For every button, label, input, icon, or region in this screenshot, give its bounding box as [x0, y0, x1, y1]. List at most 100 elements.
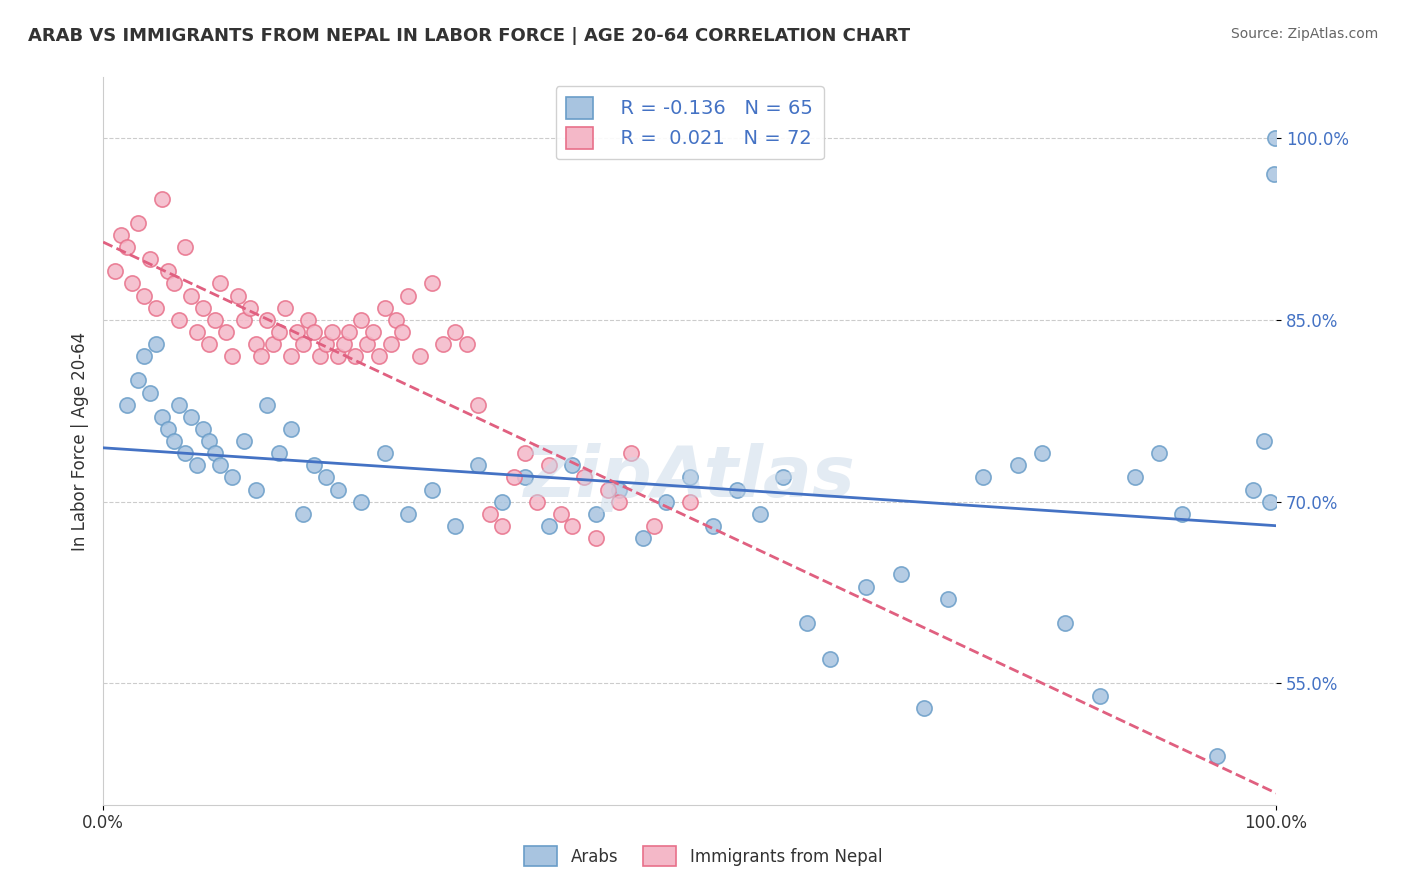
Point — [396, 288, 419, 302]
Legend: Arabs, Immigrants from Nepal: Arabs, Immigrants from Nepal — [516, 838, 890, 875]
Legend:   R = -0.136   N = 65,   R =  0.021   N = 72: R = -0.136 N = 65, R = 0.021 N = 72 — [555, 87, 824, 160]
Point — [374, 301, 396, 315]
Point — [285, 325, 308, 339]
Point — [245, 337, 267, 351]
Point — [191, 301, 214, 315]
Point — [139, 252, 162, 267]
Point — [420, 483, 443, 497]
Point — [678, 494, 700, 508]
Point — [749, 507, 772, 521]
Point — [180, 409, 202, 424]
Point — [479, 507, 502, 521]
Point — [467, 458, 489, 473]
Point — [315, 470, 337, 484]
Point — [134, 288, 156, 302]
Point — [391, 325, 413, 339]
Point — [186, 325, 208, 339]
Point — [326, 349, 349, 363]
Point — [304, 458, 326, 473]
Point — [1258, 494, 1281, 508]
Point — [332, 337, 354, 351]
Point — [156, 422, 179, 436]
Point — [344, 349, 367, 363]
Point — [162, 277, 184, 291]
Point — [585, 531, 607, 545]
Point — [361, 325, 384, 339]
Point — [180, 288, 202, 302]
Point — [150, 409, 173, 424]
Point — [596, 483, 619, 497]
Point — [607, 494, 630, 508]
Text: ZipAtlas: ZipAtlas — [524, 443, 855, 512]
Point — [174, 240, 197, 254]
Point — [204, 446, 226, 460]
Point — [267, 325, 290, 339]
Point — [274, 301, 297, 315]
Y-axis label: In Labor Force | Age 20-64: In Labor Force | Age 20-64 — [72, 332, 89, 550]
Point — [491, 494, 513, 508]
Point — [1007, 458, 1029, 473]
Point — [526, 494, 548, 508]
Point — [936, 591, 959, 606]
Text: ARAB VS IMMIGRANTS FROM NEPAL IN LABOR FORCE | AGE 20-64 CORRELATION CHART: ARAB VS IMMIGRANTS FROM NEPAL IN LABOR F… — [28, 27, 910, 45]
Point — [226, 288, 249, 302]
Point — [537, 519, 560, 533]
Point — [245, 483, 267, 497]
Point — [339, 325, 361, 339]
Point — [515, 470, 537, 484]
Point — [110, 227, 132, 242]
Point — [350, 313, 373, 327]
Point — [725, 483, 748, 497]
Point — [456, 337, 478, 351]
Point — [350, 494, 373, 508]
Point — [1171, 507, 1194, 521]
Point — [1264, 131, 1286, 145]
Point — [215, 325, 238, 339]
Point — [291, 337, 314, 351]
Point — [1253, 434, 1275, 448]
Point — [444, 325, 467, 339]
Point — [186, 458, 208, 473]
Point — [1263, 168, 1285, 182]
Point — [162, 434, 184, 448]
Point — [145, 337, 167, 351]
Point — [502, 470, 524, 484]
Point — [209, 458, 232, 473]
Point — [169, 313, 191, 327]
Point — [374, 446, 396, 460]
Point — [855, 580, 877, 594]
Point — [297, 313, 319, 327]
Point — [115, 398, 138, 412]
Point — [772, 470, 794, 484]
Point — [420, 277, 443, 291]
Point — [127, 374, 149, 388]
Point — [385, 313, 408, 327]
Point — [1206, 749, 1229, 764]
Point — [262, 337, 284, 351]
Point — [197, 434, 219, 448]
Point — [267, 446, 290, 460]
Point — [561, 519, 583, 533]
Point — [796, 615, 818, 630]
Point — [239, 301, 262, 315]
Point — [678, 470, 700, 484]
Point — [1053, 615, 1076, 630]
Point — [631, 531, 654, 545]
Point — [912, 700, 935, 714]
Point — [204, 313, 226, 327]
Point — [1088, 689, 1111, 703]
Point — [820, 652, 842, 666]
Point — [221, 470, 243, 484]
Point — [1031, 446, 1053, 460]
Point — [191, 422, 214, 436]
Point — [115, 240, 138, 254]
Point — [134, 349, 156, 363]
Point — [256, 313, 278, 327]
Point — [121, 277, 143, 291]
Point — [280, 422, 302, 436]
Point — [232, 313, 254, 327]
Point — [139, 385, 162, 400]
Point — [104, 264, 127, 278]
Point — [702, 519, 724, 533]
Point — [309, 349, 332, 363]
